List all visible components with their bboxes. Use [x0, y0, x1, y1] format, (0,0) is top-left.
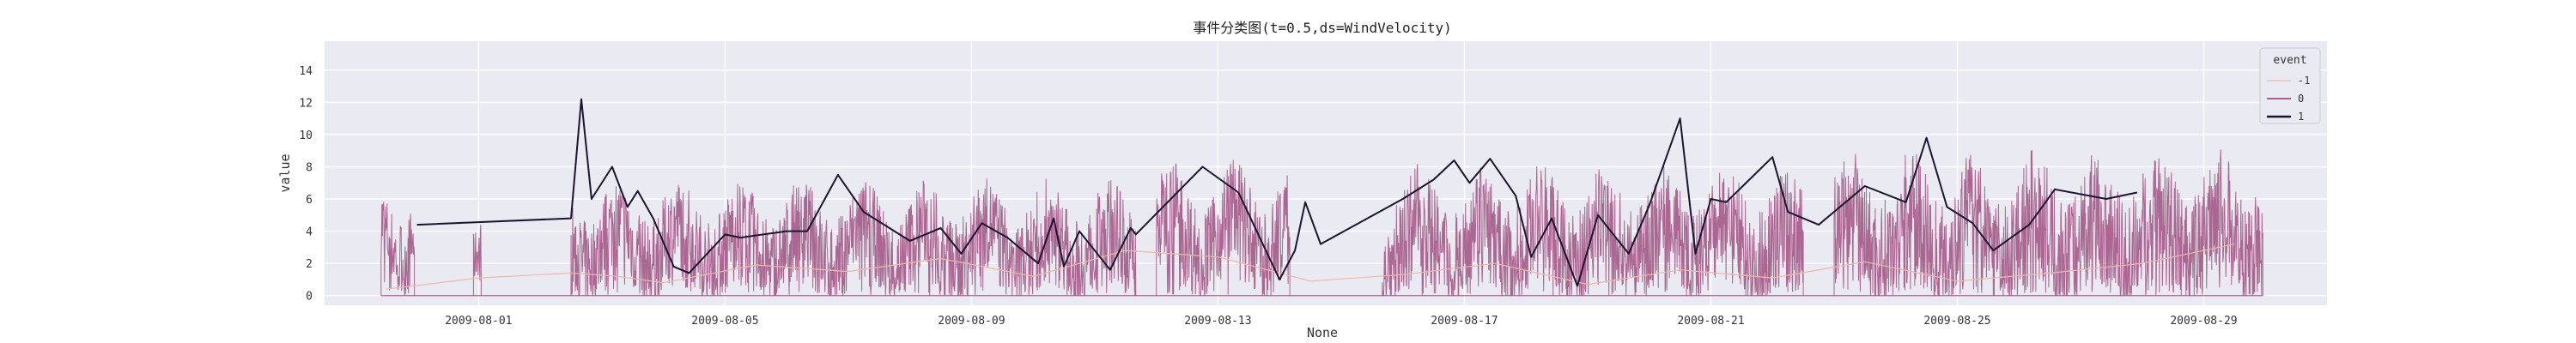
series-neg1-line	[386, 244, 2235, 290]
y-tick-label: 12	[299, 97, 313, 110]
chart-title: 事件分类图(t=0.5,ds=WindVelocity)	[1193, 20, 1452, 36]
legend: event -1 0 1	[2259, 47, 2321, 124]
y-axis-label: value	[277, 153, 293, 192]
y-tick-label: 14	[299, 65, 313, 78]
legend-entry: -1	[2298, 75, 2310, 87]
x-axis: 2009-08-01 2009-08-05 2009-08-09 2009-08-13…	[445, 315, 2237, 328]
x-tick-label: 2009-08-25	[1923, 315, 1990, 328]
y-tick-label: 4	[306, 226, 313, 239]
x-tick-label: 2009-08-09	[938, 315, 1005, 328]
x-tick-label: 2009-08-29	[2170, 315, 2237, 328]
legend-entry: 0	[2298, 93, 2304, 105]
x-axis-label: None	[1307, 325, 1338, 340]
y-tick-label: 2	[306, 258, 313, 271]
x-tick-label: 2009-08-21	[1677, 315, 1744, 328]
series-0-line	[380, 149, 2263, 297]
series-layer	[380, 98, 2263, 297]
legend-title: event	[2273, 54, 2306, 67]
y-tick-label: 8	[306, 161, 313, 174]
series-1-line	[416, 98, 2138, 287]
y-tick-label: 6	[306, 194, 313, 207]
x-tick-label: 2009-08-17	[1431, 315, 1498, 328]
x-tick-label: 2009-08-05	[691, 315, 758, 328]
x-tick-label: 2009-08-01	[445, 315, 512, 328]
legend-box	[2259, 47, 2321, 124]
y-axis: 0 2 4 6 8 10 12 14	[299, 65, 313, 304]
y-tick-label: 10	[299, 129, 313, 142]
legend-entry: 1	[2298, 111, 2304, 123]
y-tick-label: 0	[306, 291, 313, 304]
x-tick-label: 2009-08-13	[1184, 315, 1251, 328]
